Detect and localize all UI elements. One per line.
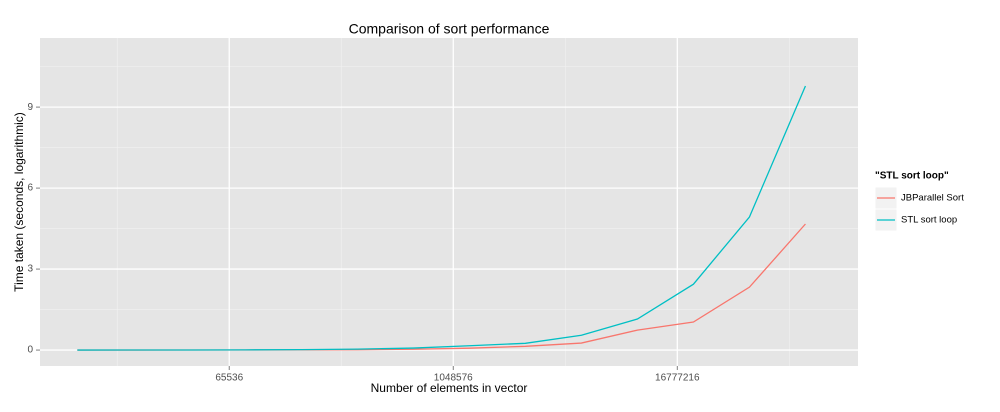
legend-title: "STL sort loop" bbox=[875, 171, 949, 182]
plot-panel bbox=[40, 38, 858, 366]
x-axis-label: Number of elements in vector bbox=[371, 381, 528, 395]
x-tick-label: 65536 bbox=[215, 373, 243, 384]
y-tick-label: 6 bbox=[27, 183, 33, 194]
legend-label: STL sort loop bbox=[901, 215, 957, 226]
y-tick-label: 9 bbox=[27, 102, 33, 113]
legend-label: JBParallel Sort bbox=[901, 193, 964, 204]
y-axis-label: Time taken (seconds, logarithmic) bbox=[12, 112, 26, 292]
y-tick-label: 0 bbox=[27, 345, 33, 356]
x-tick-label: 16777216 bbox=[655, 373, 700, 384]
line-series bbox=[77, 85, 807, 351]
y-tick-label: 3 bbox=[27, 264, 33, 275]
x-tick-label: 1048576 bbox=[434, 373, 473, 384]
chart-title: Comparison of sort performance bbox=[349, 21, 550, 37]
